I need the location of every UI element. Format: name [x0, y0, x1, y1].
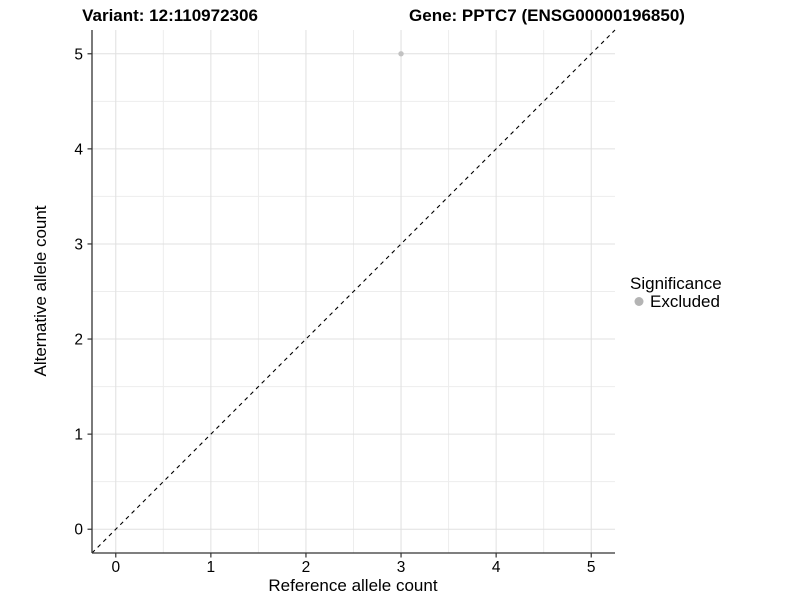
y-tick-label: 0: [74, 522, 83, 539]
x-tick-label: 5: [587, 559, 596, 576]
gene-title: Gene: PPTC7 (ENSG00000196850): [409, 6, 685, 25]
data-point: [398, 51, 404, 57]
x-axis-title: Reference allele count: [268, 576, 437, 595]
x-tick-label: 4: [492, 559, 501, 576]
x-tick-label: 2: [302, 559, 311, 576]
y-axis-tick-labels: 0 1 2 3 4 5: [74, 46, 83, 538]
identity-dashed-line: [91, 29, 616, 554]
x-tick-label: 3: [397, 559, 406, 576]
data-points: [398, 51, 404, 57]
x-axis-tick-labels: 0 1 2 3 4 5: [111, 559, 595, 576]
y-tick-label: 5: [74, 46, 83, 63]
x-tick-label: 0: [111, 559, 120, 576]
legend-item-label: Excluded: [650, 292, 720, 311]
y-axis-title: Alternative allele count: [31, 205, 50, 376]
identity-line: [91, 29, 616, 554]
legend: Significance Excluded: [630, 274, 722, 311]
x-tick-label: 1: [207, 559, 216, 576]
y-tick-label: 2: [74, 332, 83, 349]
legend-title: Significance: [630, 274, 722, 293]
y-tick-label: 1: [74, 427, 83, 444]
axis-lines: [91, 30, 615, 554]
legend-marker-circle-icon: [634, 297, 644, 306]
y-tick-label: 4: [74, 141, 83, 158]
axis-tick-marks: [87, 53, 592, 558]
gridlines-major: [92, 30, 615, 553]
y-tick-label: 3: [74, 236, 83, 253]
variant-title: Variant: 12:110972306: [82, 6, 258, 25]
